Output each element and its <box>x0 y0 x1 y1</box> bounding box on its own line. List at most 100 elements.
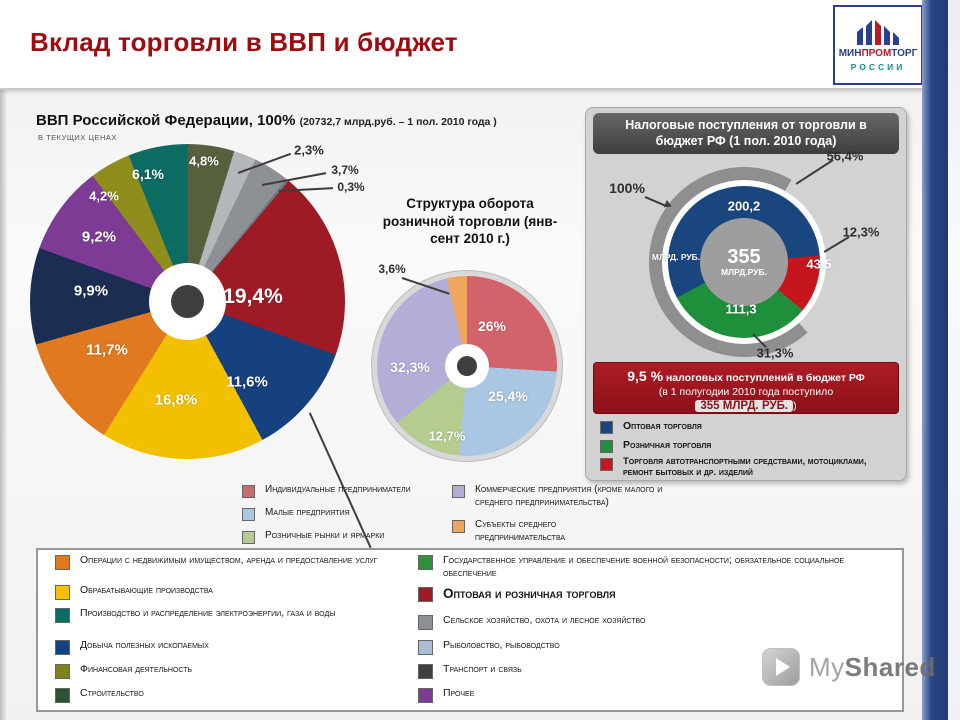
legend-swatch <box>418 640 433 655</box>
legend-label: Субъекты среднего предпринимательства <box>475 519 566 543</box>
legend-label: Сельское хозяйство, охота и лесное хозяй… <box>443 614 646 626</box>
donut-pct-label: 12,3% <box>842 224 880 240</box>
legend-swatch <box>418 555 433 570</box>
donut-center: 355 МЛРД.РУБ. <box>700 218 788 306</box>
pie-slice-label: 6,1% <box>132 166 164 182</box>
gdp-legend-item: Государственное управление и обеспечение… <box>418 554 888 580</box>
legend-swatch <box>600 458 613 471</box>
legend-swatch <box>55 585 70 600</box>
retail-legend-item: Субъекты среднего предпринимательства <box>452 519 612 544</box>
pie-slice-label: 4,2% <box>89 188 119 204</box>
retail-pie-center-dot <box>457 356 477 376</box>
logo-name: МИНПРОМТОРГ <box>838 47 918 59</box>
legend-label: Строительство <box>80 687 144 699</box>
donut-pct-label: 31,3% <box>756 345 794 361</box>
myshared-icon <box>762 648 800 686</box>
donut-segment-label: 200,2 <box>727 198 761 214</box>
tax-summary-box: 9,5 % налоговых поступлений в бюджет РФ … <box>593 362 899 414</box>
gdp-chart-note: в текущих ценах <box>38 133 117 142</box>
header: Вклад торговли в ВВП и бюджет <box>0 0 922 90</box>
retail-legend-item: Розничные рынки и ярмарки <box>242 530 442 544</box>
legend-label: Оптовая торговля <box>623 420 702 432</box>
pie-slice-label: 25,4% <box>488 388 528 404</box>
legend-label: Рыболовство, рыбоводство <box>443 639 560 651</box>
pie-slice-label: 16,8% <box>154 391 198 409</box>
pie-slice-label: 3,7% <box>331 163 359 177</box>
callout-line <box>309 412 372 548</box>
gdp-legend-item: Оптовая и розничная торговля <box>418 586 888 603</box>
tax-panel-title: Налоговые поступления от торговли в бюдж… <box>593 113 899 154</box>
legend-swatch <box>242 485 255 498</box>
gdp-legend-item: Сельское хозяйство, охота и лесное хозяй… <box>418 614 888 630</box>
pie-slice-label: 9,2% <box>81 228 117 246</box>
retail-chart-title: Структура оборота розничной торговли (ян… <box>382 196 558 247</box>
legend-label: Добыча полезных ископаемых <box>80 639 209 651</box>
pie-slice-label: 11,7% <box>86 341 128 359</box>
donut-pct-label: 56,4% <box>826 148 864 164</box>
legend-swatch <box>600 440 613 453</box>
legend-swatch <box>55 555 70 570</box>
legend-swatch <box>242 508 255 521</box>
donut-side-unit: МЛРД. РУБ. <box>651 252 701 262</box>
gdp-legend-box <box>36 548 904 712</box>
myshared-watermark[interactable]: MyShared <box>762 648 936 686</box>
legend-label: Транспорт и связь <box>443 663 522 675</box>
legend-label: Производство и распределение электроэнер… <box>80 607 336 619</box>
gdp-legend-item: Обрабатывающие производства <box>55 584 385 600</box>
donut-segment-label: 111,3 <box>725 301 757 317</box>
minpromtorg-logo: МИНПРОМТОРГ РОССИИ <box>833 5 923 85</box>
gdp-legend-item: Добыча полезных ископаемых <box>55 639 385 655</box>
gdp-legend-item: Финансовая деятельность <box>55 663 385 679</box>
pie-slice-label: 12,7% <box>428 428 466 444</box>
gdp-legend-item: Транспорт и связь <box>418 663 888 679</box>
legend-swatch <box>452 485 465 498</box>
accent-bar <box>922 0 948 720</box>
gdp-legend-item: Производство и распределение электроэнер… <box>55 607 385 623</box>
tax-legend-item: Розничная торговля <box>600 439 890 453</box>
legend-swatch <box>242 531 255 544</box>
pie-slice-label: 4,8% <box>189 153 219 169</box>
donut-segment-label: 43,5 <box>806 256 832 272</box>
legend-swatch <box>55 608 70 623</box>
pie-slice-label: 11,6% <box>226 373 268 391</box>
gdp-legend-item: Строительство <box>55 687 385 703</box>
legend-label: Коммерческие предприятия (кроме малого и… <box>475 484 663 508</box>
logo-country: РОССИИ <box>850 61 906 72</box>
retail-legend-item: Малые предприятия <box>242 507 442 521</box>
play-arrow-icon <box>775 658 790 676</box>
legend-swatch <box>600 421 613 434</box>
legend-label: Малые предприятия <box>265 507 350 518</box>
gdp-pie-center-dot <box>171 285 204 318</box>
legend-label: Прочее <box>443 687 475 699</box>
legend-swatch <box>55 664 70 679</box>
pie-slice-label: 26% <box>477 318 507 334</box>
donut-center-unit: МЛРД.РУБ. <box>721 267 767 277</box>
legend-label: Розничные рынки и ярмарки <box>265 530 385 541</box>
logo-building-icon <box>857 19 899 45</box>
pie-slice-label: 19,4% <box>223 285 283 308</box>
tax-legend-item: Оптовая торговля <box>600 420 890 434</box>
slide-title: Вклад торговли в ВВП и бюджет <box>30 27 458 57</box>
legend-swatch <box>55 688 70 703</box>
legend-swatch <box>55 640 70 655</box>
legend-swatch <box>418 664 433 679</box>
retail-legend-item: Индивидуальные предприниматели <box>242 484 442 498</box>
donut-center-value: 355 <box>727 246 761 268</box>
legend-label: Государственное управление и обеспечение… <box>443 554 845 580</box>
tax-legend-item: Торговля автотранспортными средствами, м… <box>600 456 896 479</box>
legend-label: Обрабатывающие производства <box>80 584 213 596</box>
pie-slice-label: 9,9% <box>73 282 109 300</box>
pie-slice-label: 0,3% <box>337 180 365 194</box>
legend-label: Финансовая деятельность <box>80 663 193 675</box>
pie-slice-label: 32,3% <box>390 359 430 375</box>
tax-total-chip: 355 МЛРД. РУБ. <box>695 400 794 413</box>
legend-swatch <box>418 587 433 602</box>
gdp-chart-title: ВВП Российской Федерации, 100% (20732,7 … <box>36 112 497 129</box>
legend-swatch <box>418 615 433 630</box>
pie-slice-label: 3,6% <box>378 262 406 276</box>
gdp-legend-item: Прочее <box>418 687 888 703</box>
legend-swatch <box>418 688 433 703</box>
gdp-legend-item: Операции с недвижимым имуществом, аренда… <box>55 554 385 570</box>
pie-slice-label: 2,3% <box>294 142 324 158</box>
